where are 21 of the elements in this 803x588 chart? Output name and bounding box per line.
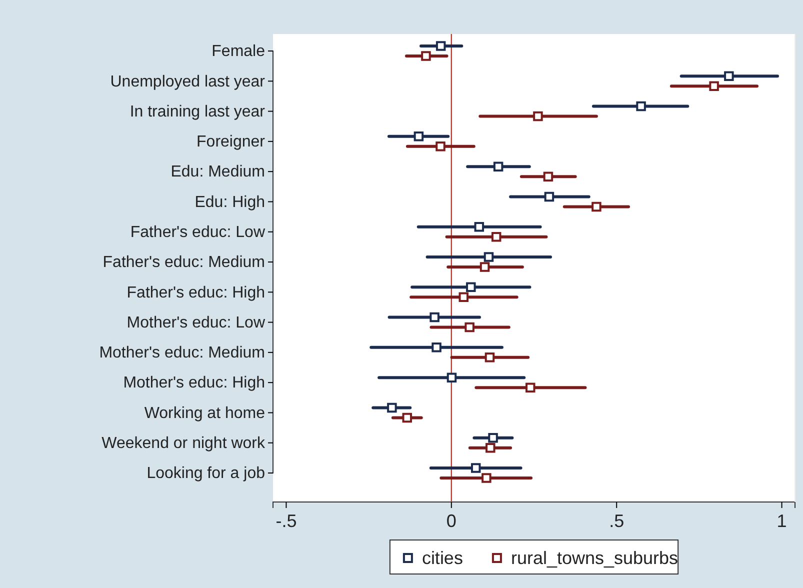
x-tick-label: -.5: [276, 511, 297, 532]
y-tick-label: Foreigner: [196, 134, 266, 151]
y-tick-label: Father's educ: Low: [130, 224, 266, 241]
x-tick-label: 0: [446, 511, 456, 532]
y-tick-label: Female: [212, 43, 266, 60]
y-tick-label: Edu: High: [194, 194, 265, 211]
y-tick-label: Working at home: [144, 404, 266, 422]
legend-label: cities: [422, 548, 463, 568]
y-tick-label: Father's educ: High: [126, 284, 265, 302]
y-tick-label: In training last year: [130, 103, 266, 120]
y-tick-label: Weekend or night work: [102, 434, 266, 452]
y-tick-label: Mother's educ: Medium: [99, 344, 265, 362]
y-tick-label: Edu: Medium: [170, 164, 265, 181]
y-tick-label: Mother's educ: Low: [126, 314, 266, 332]
x-tick-label: 1: [776, 511, 787, 532]
y-tick-label: Father's educ: Medium: [102, 254, 265, 272]
legend-label: rural_towns_suburbs: [510, 548, 678, 568]
y-tick-label: Mother's educ: High: [123, 374, 265, 392]
y-tick-label: Looking for a job: [146, 465, 266, 482]
y-tick-label: Unemployed last year: [110, 73, 266, 90]
x-tick-label: .5: [609, 511, 624, 532]
